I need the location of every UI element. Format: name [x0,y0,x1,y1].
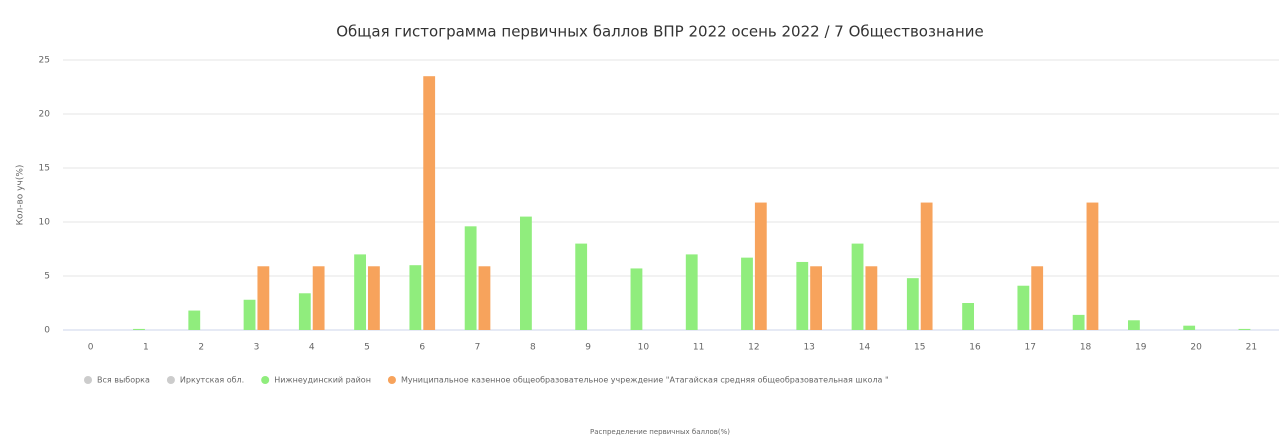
x-tick-label: 16 [969,343,981,353]
y-tick-label: 0 [44,326,50,336]
bar [243,299,256,330]
bar [1128,320,1140,330]
x-tick-label: 9 [585,343,591,353]
bar [409,265,422,330]
bar [368,266,380,330]
x-tick-label: 5 [364,343,370,353]
bar [741,257,753,330]
bar [188,310,201,330]
x-tick-label: 3 [254,343,260,353]
bar [796,261,809,330]
bar [354,254,366,330]
legend-label[interactable]: Муниципальное казенное общеобразовательн… [401,376,889,385]
bar [520,216,532,330]
bar [312,266,325,330]
legend-label[interactable]: Нижнеудинский район [274,376,371,385]
bar [962,303,974,330]
bar [851,243,864,330]
y-tick-label: 20 [39,110,51,120]
bar [685,254,698,330]
bar [920,202,933,330]
x-tick-label: 13 [803,343,814,353]
bar [575,243,588,330]
x-tick-label: 19 [1135,343,1147,353]
x-tick-label: 12 [748,343,759,353]
y-axis-title: Кол-во уч(%) [16,165,26,226]
bar [1086,202,1099,330]
bar [423,76,436,330]
x-tick-label: 4 [309,343,315,353]
y-tick-label: 25 [39,56,50,66]
x-tick-label: 8 [530,343,536,353]
bar [630,268,643,330]
x-tick-label: 10 [638,343,650,353]
bar [1183,325,1196,330]
x-tick-label: 18 [1080,343,1092,353]
bar [1017,285,1030,330]
bar [1031,266,1044,330]
bar [1072,314,1085,330]
bar [464,226,477,330]
y-tick-label: 10 [39,218,51,228]
legend-marker[interactable] [387,376,396,384]
x-tick-label: 7 [475,343,481,353]
x-tick-label: 15 [914,343,925,353]
x-tick-label: 20 [1190,343,1202,353]
x-tick-label: 21 [1246,343,1257,353]
bar [754,202,767,330]
bar [257,266,270,330]
x-tick-label: 14 [859,343,871,353]
bar [810,266,822,330]
legend-label[interactable]: Иркутская обл. [180,376,244,385]
legend-marker[interactable] [261,376,270,384]
x-tick-label: 6 [419,343,425,353]
legend-marker[interactable] [84,376,92,384]
bar [1238,328,1251,330]
x-tick-label: 17 [1025,343,1036,353]
bar [478,266,491,330]
x-tick-label: 0 [88,343,94,353]
bar [906,278,919,330]
y-tick-label: 5 [44,272,50,282]
chart-title: Общая гистограмма первичных баллов ВПР 2… [336,23,984,41]
bar [865,266,878,330]
legend-marker[interactable] [166,376,175,384]
x-tick-label: 1 [143,343,149,353]
bar [298,293,311,330]
legend-label[interactable]: Вся выборка [97,376,150,385]
x-tick-label: 2 [198,343,204,353]
y-tick-label: 15 [39,164,50,174]
bar [133,328,145,330]
x-axis-title: Распределение первичных баллов(%) [590,428,730,436]
x-tick-label: 11 [693,343,704,353]
